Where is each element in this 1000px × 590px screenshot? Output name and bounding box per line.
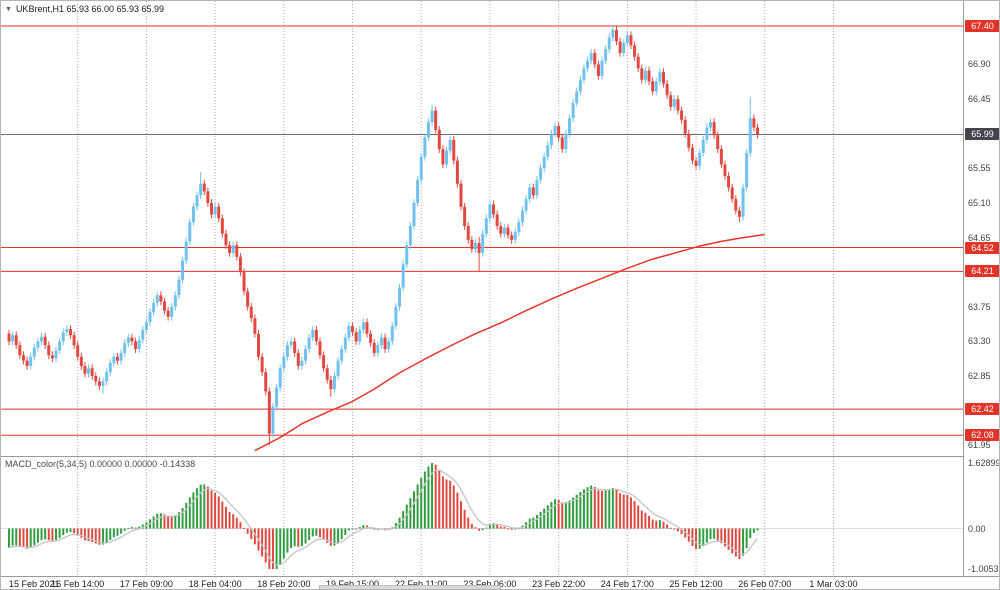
price-axis-tick: 65.55 — [968, 163, 991, 174]
macd-signal-line — [8, 469, 758, 566]
price-axis-tick: 64.65 — [968, 232, 991, 243]
price-axis-tick: 63.75 — [968, 301, 991, 312]
ma-line — [254, 233, 765, 452]
macd-indicator-label: MACD_color(5,34,5) 0.00000 0.00000 -0.14… — [5, 459, 196, 469]
time-axis-label: 23 Feb 06:00 — [463, 579, 517, 589]
price-axis-tick: 63.30 — [968, 336, 991, 347]
price-axis-tick: 66.45 — [968, 94, 991, 105]
level-price-label: 67.40 — [965, 20, 999, 32]
level-price-label: 62.42 — [965, 403, 999, 416]
time-axis-label: 24 Feb 17:00 — [600, 579, 654, 589]
macd-axis-tick: -1.00532 — [968, 564, 1000, 574]
chart-title: UKBrent,H1 65.93 66.00 65.93 65.99 — [15, 4, 165, 14]
chart-header: ▼ UKBrent,H1 65.93 66.00 65.93 65.99 — [5, 4, 164, 14]
macd-histogram — [8, 463, 759, 569]
time-axis-label: 1 Mar 03:00 — [809, 579, 858, 589]
time-axis-label: 22 Feb 11:00 — [395, 579, 448, 589]
candles-layer — [7, 26, 760, 446]
chart-background[interactable] — [1, 1, 963, 576]
level-price-label: 62.08 — [965, 429, 999, 442]
time-axis-label: 15 Feb 2021 — [9, 579, 60, 589]
price-chart-canvas[interactable] — [1, 1, 963, 576]
time-axis-label: 18 Feb 04:00 — [188, 579, 242, 589]
time-axis-label: 18 Feb 20:00 — [257, 579, 311, 589]
price-axis-tick: 61.95 — [968, 440, 991, 451]
macd-axis-tick: 1.62899 — [968, 458, 1000, 468]
level-price-label: 64.52 — [965, 241, 999, 254]
time-axis[interactable]: 15 Feb 2021 16 Feb 14:00 17 Feb 09:00 18 Fe… — [1, 576, 999, 589]
time-axis-label: 19 Feb 15:00 — [325, 579, 380, 589]
price-axis-tick: 65.10 — [968, 197, 991, 208]
current-price-label: 65.99 — [965, 128, 999, 141]
price-axis[interactable]: 66.90 66.45 65.55 65.10 64.65 63.75 63.30 62.85… — [963, 1, 1000, 576]
horizontal-scrollbar[interactable] — [319, 585, 501, 589]
level-lines — [1, 25, 963, 436]
panel-separator[interactable] — [1, 456, 999, 457]
time-axis-label: 25 Feb 12:00 — [669, 579, 723, 589]
price-axis-tick: 66.90 — [968, 59, 991, 70]
time-axis-label: 23 Feb 22:00 — [532, 579, 586, 589]
time-axis-label: 17 Feb 09:00 — [119, 579, 173, 589]
collapse-arrow-icon[interactable]: ▼ — [5, 5, 12, 13]
level-price-label: 64.21 — [965, 265, 999, 278]
time-axis-label: 26 Feb 07:00 — [738, 579, 792, 589]
time-axis-label: 16 Feb 14:00 — [51, 579, 105, 589]
price-axis-tick: 62.85 — [968, 371, 991, 381]
macd-axis-tick: 0.00 — [968, 523, 986, 534]
